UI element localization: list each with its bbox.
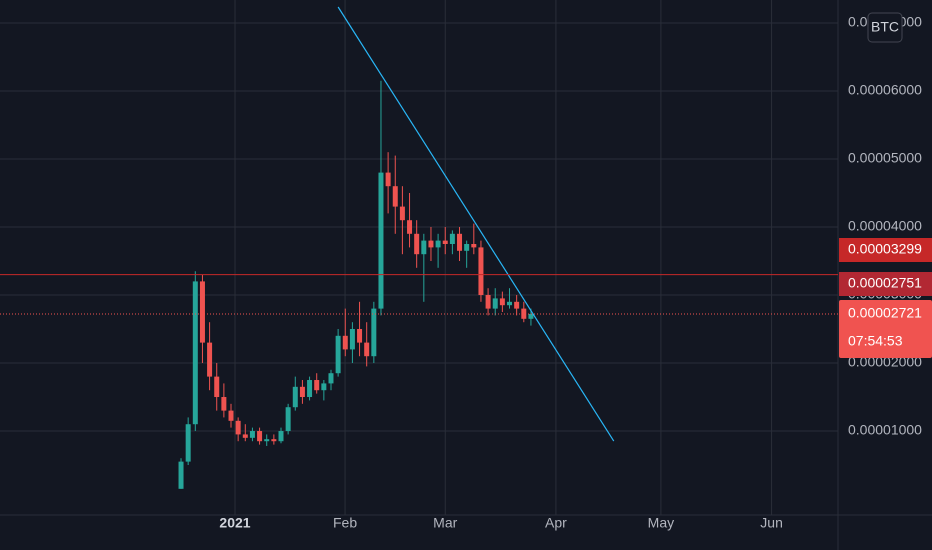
last-price-box [839,299,932,358]
candle-body [499,298,505,306]
candle-body [278,431,284,442]
candle-body [292,386,298,408]
candle-body [235,420,241,435]
candle-body [185,424,191,462]
price-label-box [839,272,932,296]
candle-body [421,240,427,255]
candle-body [271,439,277,442]
candle-body [178,461,184,489]
price-label-box [839,238,932,262]
candle-body [449,233,455,245]
candle-body [371,308,377,357]
candle-body [514,301,520,309]
candle-body [442,240,448,245]
candle-body [349,329,355,350]
candle-body [228,410,234,421]
currency-label[interactable]: BTC [871,19,899,35]
currency-badge[interactable] [867,12,903,43]
candle-body [321,383,327,391]
y-tick-label: 0.00001000 [848,422,922,438]
candle-body [299,386,305,398]
candle-body [435,240,441,248]
candle-body [464,244,470,251]
candle-body [357,329,363,343]
candle-body [335,335,341,374]
candle-body [192,281,198,425]
candle-body [428,240,434,248]
y-tick-label: 0.00005000 [848,150,922,166]
candle-body [492,298,498,309]
candle-body [521,308,527,319]
candle-body [392,186,398,207]
candle-body [478,247,484,296]
candle-body [285,407,291,432]
candle-body [221,397,227,411]
candle-body [414,233,420,255]
candle-body [528,313,534,319]
candle-body [314,380,320,391]
x-tick-label: May [648,515,674,531]
y-tick-label: 0.00004000 [848,218,922,234]
candle-body [342,335,348,350]
candle-body [507,301,513,306]
x-tick-label: Mar [433,515,457,531]
candle-body [242,434,248,438]
candle-body [328,373,334,384]
candle-body [485,295,491,309]
candle-body [307,380,313,398]
candle-body [257,431,263,442]
countdown: 07:54:53 [848,333,903,349]
x-tick-label: 2021 [219,515,250,531]
price-label: 0.00002751 [848,275,922,291]
candle-body [249,431,255,438]
candle-body [407,220,413,234]
x-tick-label: Feb [333,515,357,531]
candle-body [264,439,270,442]
overlay: 0.000010000.000020000.000030000.00004000… [0,6,932,531]
last-price-label: 0.00002721 [848,305,922,321]
candle-body [199,281,205,343]
candle-body [364,342,370,357]
candle-body [385,172,391,187]
candle-body [214,376,220,398]
candles [178,80,534,489]
candle-body [378,172,384,309]
x-tick-label: Jun [760,515,783,531]
candle-body [207,342,213,377]
candle-body [471,244,477,248]
trend-line [337,6,615,442]
price-label: 0.00003299 [848,241,922,257]
candle-body [457,233,463,251]
x-tick-label: Apr [545,515,567,531]
y-tick-label: 0.00006000 [848,82,922,98]
candle-body [399,206,405,221]
